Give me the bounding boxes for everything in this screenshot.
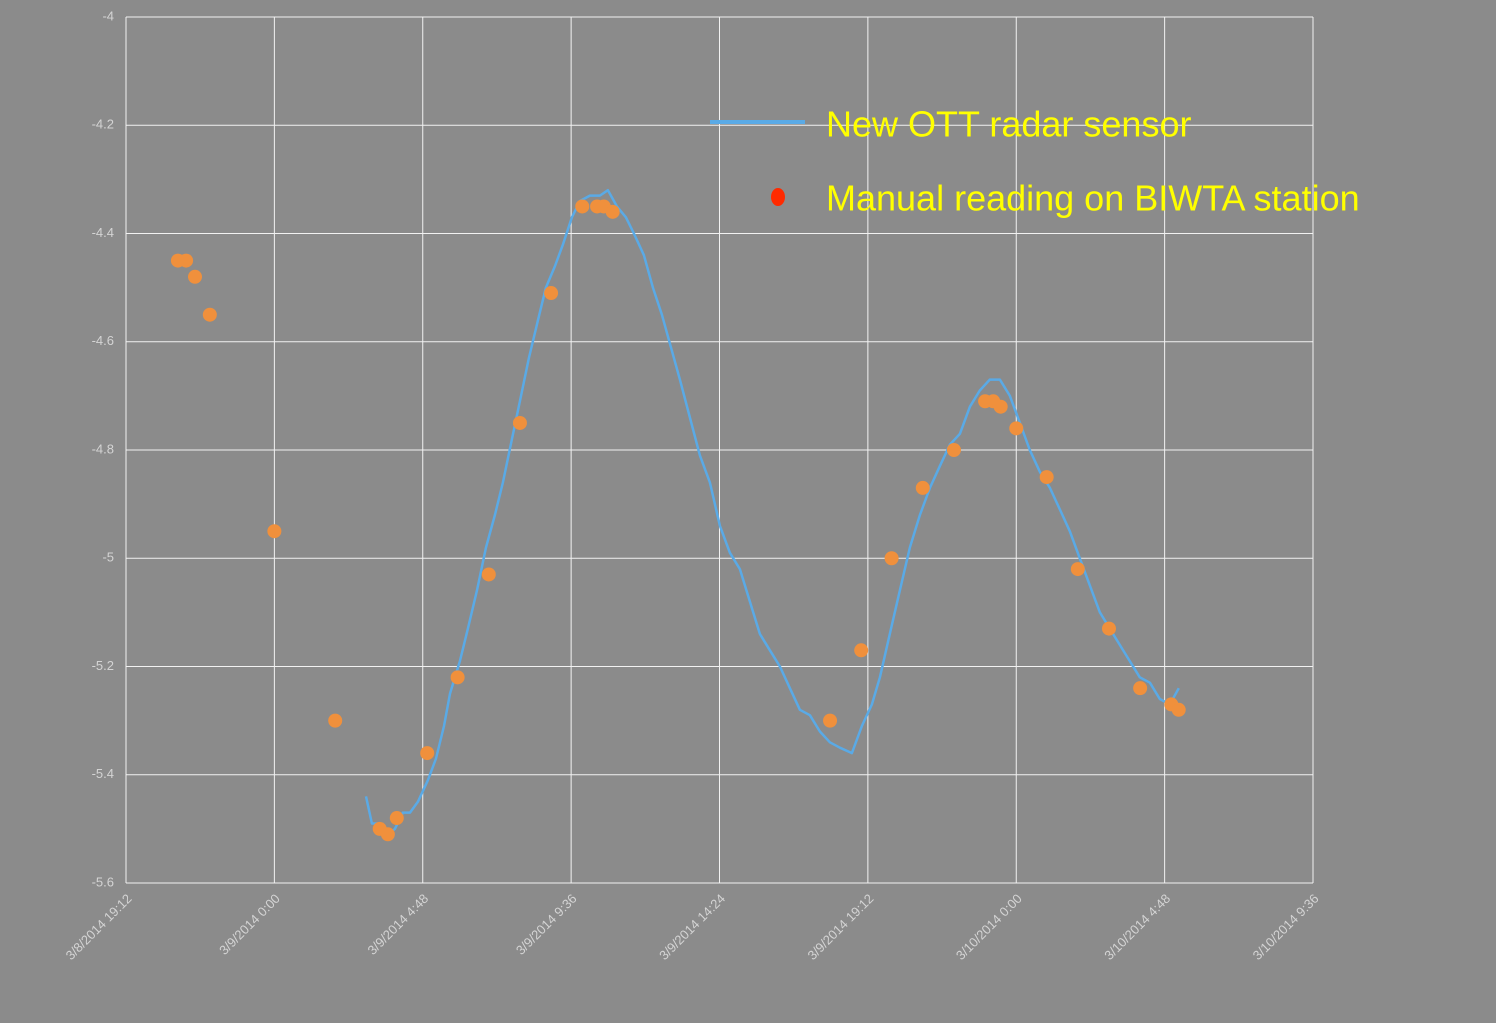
reading-dot (481, 567, 496, 582)
reading-dot (267, 524, 282, 539)
reading-dot (544, 286, 559, 301)
reading-dot (605, 204, 620, 219)
reading-dot (575, 199, 590, 214)
reading-dot (823, 713, 838, 728)
reading-dot (1133, 681, 1148, 696)
y-tick-label: -4.4 (92, 225, 114, 240)
legend-label: New OTT radar sensor (826, 104, 1191, 145)
reading-dot (328, 713, 343, 728)
x-tick-label: 3/10/2014 0:00 (953, 891, 1025, 963)
sensor-line (364, 188, 1180, 836)
reading-dot (187, 269, 202, 284)
reading-dot (202, 307, 217, 322)
reading-dot (420, 746, 435, 761)
x-tick-label: 3/9/2014 19:12 (804, 891, 876, 963)
legend-label: Manual reading on BIWTA station (826, 178, 1360, 219)
y-tick-label: -5 (102, 550, 114, 565)
reading-dot (450, 670, 465, 685)
y-tick-label: -5.2 (92, 658, 114, 673)
x-tick-label: 3/9/2014 14:24 (656, 891, 728, 963)
x-tick-label: 3/10/2014 9:36 (1250, 891, 1322, 963)
reading-dot (1101, 621, 1116, 636)
y-tick-label: -4.2 (92, 117, 114, 132)
reading-dot (1171, 702, 1186, 717)
y-tick-label: -4.6 (92, 333, 114, 348)
legend-marker (771, 188, 785, 206)
reading-dot (993, 399, 1008, 414)
reading-dot (1009, 421, 1024, 436)
x-tick-label: 3/10/2014 4:48 (1101, 891, 1173, 963)
y-tick-label: -5.4 (92, 766, 114, 781)
reading-dot (946, 443, 961, 457)
reading-dot (512, 415, 527, 430)
x-tick-label: 3/8/2014 19:12 (63, 891, 135, 963)
y-tick-label: -4 (102, 8, 114, 23)
reading-dot (380, 827, 395, 842)
reading-dot (854, 643, 869, 658)
reading-dot (1039, 470, 1054, 485)
reading-dot (389, 811, 404, 826)
reading-dot (915, 480, 930, 495)
x-tick-label: 3/9/2014 4:48 (364, 891, 431, 958)
y-tick-label: -4.8 (92, 441, 114, 456)
reading-dot (884, 551, 899, 566)
x-tick-label: 3/9/2014 0:00 (216, 891, 283, 958)
y-tick-label: -5.6 (92, 874, 114, 889)
reading-dot (179, 253, 194, 268)
reading-dot (1070, 562, 1085, 577)
x-tick-label: 3/9/2014 9:36 (513, 891, 580, 958)
